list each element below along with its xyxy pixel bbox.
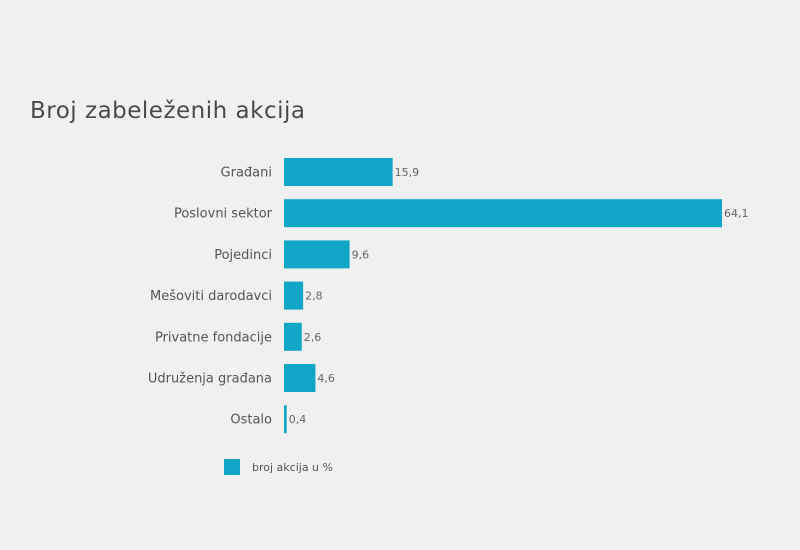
legend-label: broj akcija u % <box>252 460 333 474</box>
category-label: Pojedinci <box>214 248 272 263</box>
bar <box>284 199 722 228</box>
bar <box>284 281 304 310</box>
value-label: 4,6 <box>317 372 335 385</box>
value-label: 9,6 <box>352 248 370 261</box>
legend: broj akcija u % <box>224 459 333 475</box>
bar <box>284 158 393 186</box>
bar <box>284 322 302 351</box>
category-label: Mešoviti darodavci <box>150 289 272 304</box>
bar <box>284 364 316 392</box>
chart-title: Broj zabeleženih akcija <box>30 98 306 124</box>
category-label: Udruženja građana <box>148 372 272 387</box>
category-label: Poslovni sektor <box>174 207 273 222</box>
value-label: 2,8 <box>305 290 323 303</box>
legend-swatch <box>224 459 240 475</box>
category-label: Ostalo <box>230 413 272 428</box>
category-label: Građani <box>221 166 272 181</box>
value-label: 2,6 <box>304 331 322 344</box>
bar <box>284 240 350 269</box>
bar <box>284 405 287 434</box>
category-label: Privatne fondacije <box>155 330 272 345</box>
value-label: 64,1 <box>724 207 749 220</box>
value-label: 15,9 <box>395 166 420 179</box>
value-label: 0,4 <box>289 413 307 426</box>
